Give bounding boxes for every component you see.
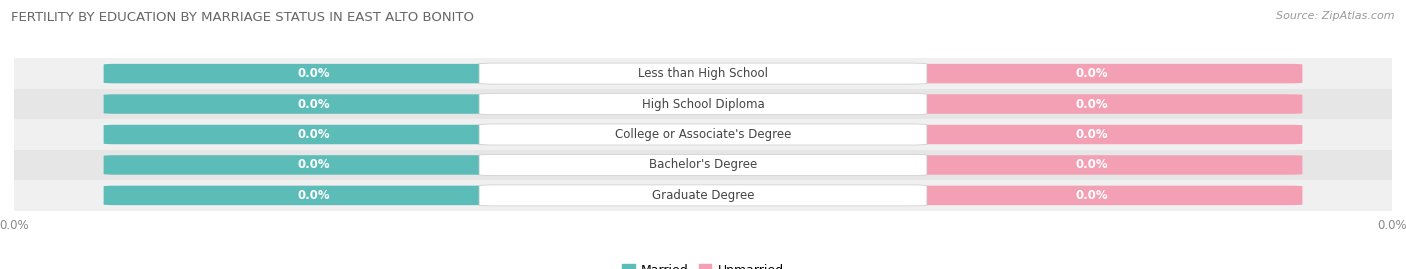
Text: 0.0%: 0.0% <box>1076 158 1108 171</box>
Bar <box>14 150 1392 180</box>
FancyBboxPatch shape <box>882 94 1302 114</box>
Text: 0.0%: 0.0% <box>1076 128 1108 141</box>
FancyBboxPatch shape <box>104 155 524 175</box>
Text: College or Associate's Degree: College or Associate's Degree <box>614 128 792 141</box>
FancyBboxPatch shape <box>479 94 927 115</box>
FancyBboxPatch shape <box>104 125 524 144</box>
Text: Less than High School: Less than High School <box>638 67 768 80</box>
Text: 0.0%: 0.0% <box>298 158 330 171</box>
FancyBboxPatch shape <box>882 186 1302 205</box>
FancyBboxPatch shape <box>104 94 524 114</box>
Text: 0.0%: 0.0% <box>1076 67 1108 80</box>
Bar <box>14 58 1392 89</box>
Text: 0.0%: 0.0% <box>298 189 330 202</box>
Text: Bachelor's Degree: Bachelor's Degree <box>650 158 756 171</box>
Text: 0.0%: 0.0% <box>298 98 330 111</box>
FancyBboxPatch shape <box>104 64 524 83</box>
FancyBboxPatch shape <box>479 185 927 206</box>
Text: 0.0%: 0.0% <box>298 67 330 80</box>
FancyBboxPatch shape <box>479 63 927 84</box>
Legend: Married, Unmarried: Married, Unmarried <box>617 259 789 269</box>
Text: FERTILITY BY EDUCATION BY MARRIAGE STATUS IN EAST ALTO BONITO: FERTILITY BY EDUCATION BY MARRIAGE STATU… <box>11 11 474 24</box>
Text: 0.0%: 0.0% <box>1076 98 1108 111</box>
Text: Graduate Degree: Graduate Degree <box>652 189 754 202</box>
Text: 0.0%: 0.0% <box>298 128 330 141</box>
Bar <box>14 89 1392 119</box>
Bar <box>14 119 1392 150</box>
FancyBboxPatch shape <box>882 125 1302 144</box>
FancyBboxPatch shape <box>479 124 927 145</box>
FancyBboxPatch shape <box>882 155 1302 175</box>
FancyBboxPatch shape <box>882 64 1302 83</box>
FancyBboxPatch shape <box>104 186 524 205</box>
FancyBboxPatch shape <box>479 154 927 175</box>
Text: 0.0%: 0.0% <box>1076 189 1108 202</box>
Text: Source: ZipAtlas.com: Source: ZipAtlas.com <box>1277 11 1395 21</box>
Bar <box>14 180 1392 211</box>
Text: High School Diploma: High School Diploma <box>641 98 765 111</box>
